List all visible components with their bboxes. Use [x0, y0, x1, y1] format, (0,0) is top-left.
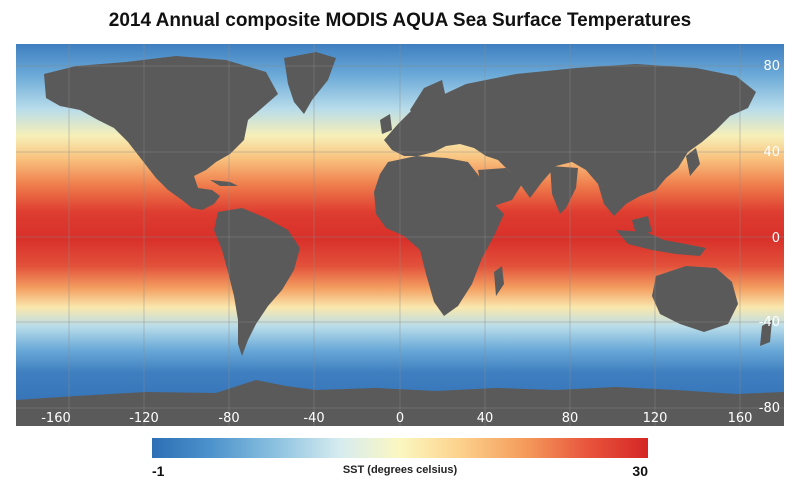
british-isles — [380, 114, 392, 134]
colorbar-max-label: 30 — [632, 463, 648, 479]
lon-tick: 160 — [728, 411, 753, 426]
madagascar — [494, 266, 504, 296]
sst-colorbar — [152, 438, 648, 458]
colorbar-min-label: -1 — [152, 463, 165, 479]
graticule — [16, 44, 784, 426]
lon-tick: -120 — [129, 411, 159, 426]
new-zealand — [760, 320, 772, 346]
latitude-tick-labels: 80 40 0 -40 -80 — [759, 59, 780, 416]
lon-tick: 0 — [396, 411, 404, 426]
lat-tick: 0 — [772, 231, 780, 246]
sst-map-svg: -160 -120 -80 -40 0 40 80 120 160 80 40 … — [16, 44, 784, 426]
caribbean-islands — [210, 180, 238, 186]
scandinavia — [410, 80, 446, 122]
lon-tick: -40 — [303, 411, 324, 426]
south-america — [214, 208, 300, 356]
australia — [652, 266, 738, 332]
north-america — [44, 56, 278, 210]
japan — [686, 148, 700, 176]
greenland — [284, 52, 336, 114]
lat-tick: 80 — [763, 59, 780, 74]
lon-tick: 80 — [562, 411, 579, 426]
sst-map[interactable]: -160 -120 -80 -40 0 40 80 120 160 80 40 … — [16, 44, 784, 426]
lat-tick: 40 — [763, 145, 780, 160]
lat-tick: -40 — [759, 315, 780, 330]
lon-tick: -80 — [218, 411, 239, 426]
longitude-tick-labels: -160 -120 -80 -40 0 40 80 120 160 — [41, 411, 752, 426]
map-title: 2014 Annual composite MODIS AQUA Sea Sur… — [108, 10, 692, 31]
lon-tick: 120 — [643, 411, 668, 426]
lon-tick: -160 — [41, 411, 71, 426]
indonesia — [616, 230, 706, 256]
colorbar-title: SST (degrees celsius) — [342, 464, 458, 476]
india — [550, 166, 578, 214]
lat-tick: -80 — [759, 401, 780, 416]
borneo — [632, 216, 652, 234]
lon-tick: 40 — [477, 411, 494, 426]
africa — [374, 156, 504, 316]
